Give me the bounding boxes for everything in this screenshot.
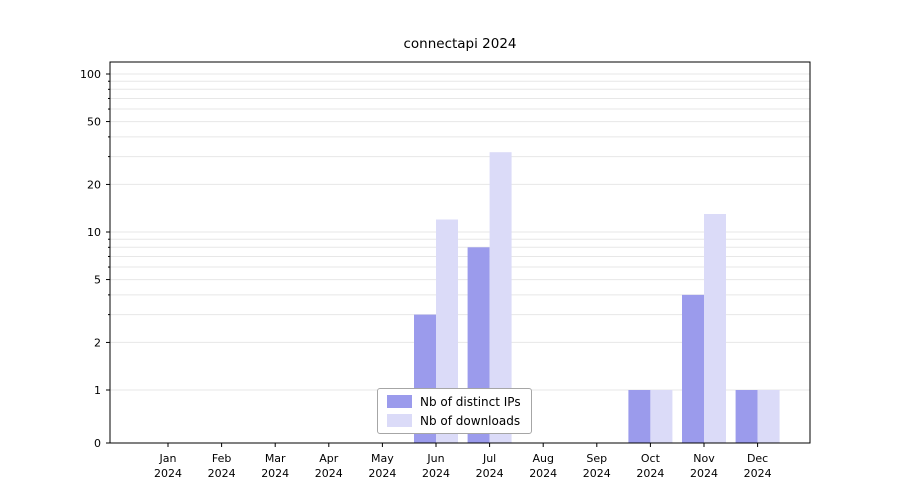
x-tick-label-month: Feb — [212, 452, 231, 465]
x-tick-label-month: Apr — [319, 452, 339, 465]
x-tick-label-year: 2024 — [261, 467, 289, 480]
bar-nb-of-distinct-ips-oct-2024 — [628, 390, 651, 443]
legend-label-distinct-ips: Nb of distinct IPs — [420, 394, 521, 409]
legend-item-distinct-ips: Nb of distinct IPs — [387, 395, 521, 408]
bar-nb-of-downloads-dec-2024 — [757, 390, 780, 443]
x-tick-label-month: Jan — [159, 452, 177, 465]
bar-nb-of-downloads-oct-2024 — [650, 390, 673, 443]
y-tick-label: 5 — [94, 274, 101, 287]
x-tick-label-year: 2024 — [583, 467, 611, 480]
x-tick-label-month: Nov — [693, 452, 715, 465]
y-tick-label: 20 — [87, 178, 101, 191]
x-tick-label-year: 2024 — [208, 467, 236, 480]
x-tick-label-year: 2024 — [636, 467, 664, 480]
bar-nb-of-downloads-jun-2024 — [436, 219, 458, 443]
plot-border — [109, 61, 811, 444]
y-tick-label: 10 — [87, 226, 101, 239]
y-tick-label: 50 — [87, 116, 101, 129]
x-tick-label-month: Jun — [426, 452, 444, 465]
x-tick-label-month: Jul — [482, 452, 496, 465]
x-tick-label-year: 2024 — [744, 467, 772, 480]
x-tick-label-year: 2024 — [154, 467, 182, 480]
bar-nb-of-downloads-jul-2024 — [489, 152, 512, 443]
x-tick-label-month: Aug — [532, 452, 553, 465]
x-tick-label-year: 2024 — [368, 467, 396, 480]
bar-nb-of-distinct-ips-dec-2024 — [735, 390, 758, 443]
legend-item-downloads: Nb of downloads — [387, 414, 521, 427]
y-tick-label: 1 — [94, 384, 101, 397]
chart-title: connectapi 2024 — [403, 36, 517, 52]
x-tick-label-month: Mar — [265, 452, 286, 465]
x-tick-label-month: Sep — [586, 452, 607, 465]
x-tick-label-year: 2024 — [315, 467, 343, 480]
x-tick-label-year: 2024 — [422, 467, 450, 480]
legend-label-downloads: Nb of downloads — [420, 413, 521, 428]
y-tick-label: 2 — [94, 336, 101, 349]
legend: Nb of distinct IPs Nb of downloads — [377, 388, 532, 434]
y-tick-label: 100 — [80, 68, 101, 81]
x-tick-label-month: Dec — [747, 452, 768, 465]
bar-nb-of-downloads-nov-2024 — [704, 213, 726, 443]
x-tick-label-month: Oct — [641, 452, 661, 465]
x-tick-label-year: 2024 — [690, 467, 718, 480]
x-tick-label-month: May — [371, 452, 394, 465]
x-tick-label-year: 2024 — [529, 467, 557, 480]
y-tick-label: 0 — [94, 437, 101, 450]
legend-swatch-downloads — [387, 414, 412, 427]
x-tick-label-year: 2024 — [476, 467, 504, 480]
legend-swatch-distinct-ips — [387, 395, 412, 408]
bar-nb-of-distinct-ips-nov-2024 — [682, 294, 704, 443]
